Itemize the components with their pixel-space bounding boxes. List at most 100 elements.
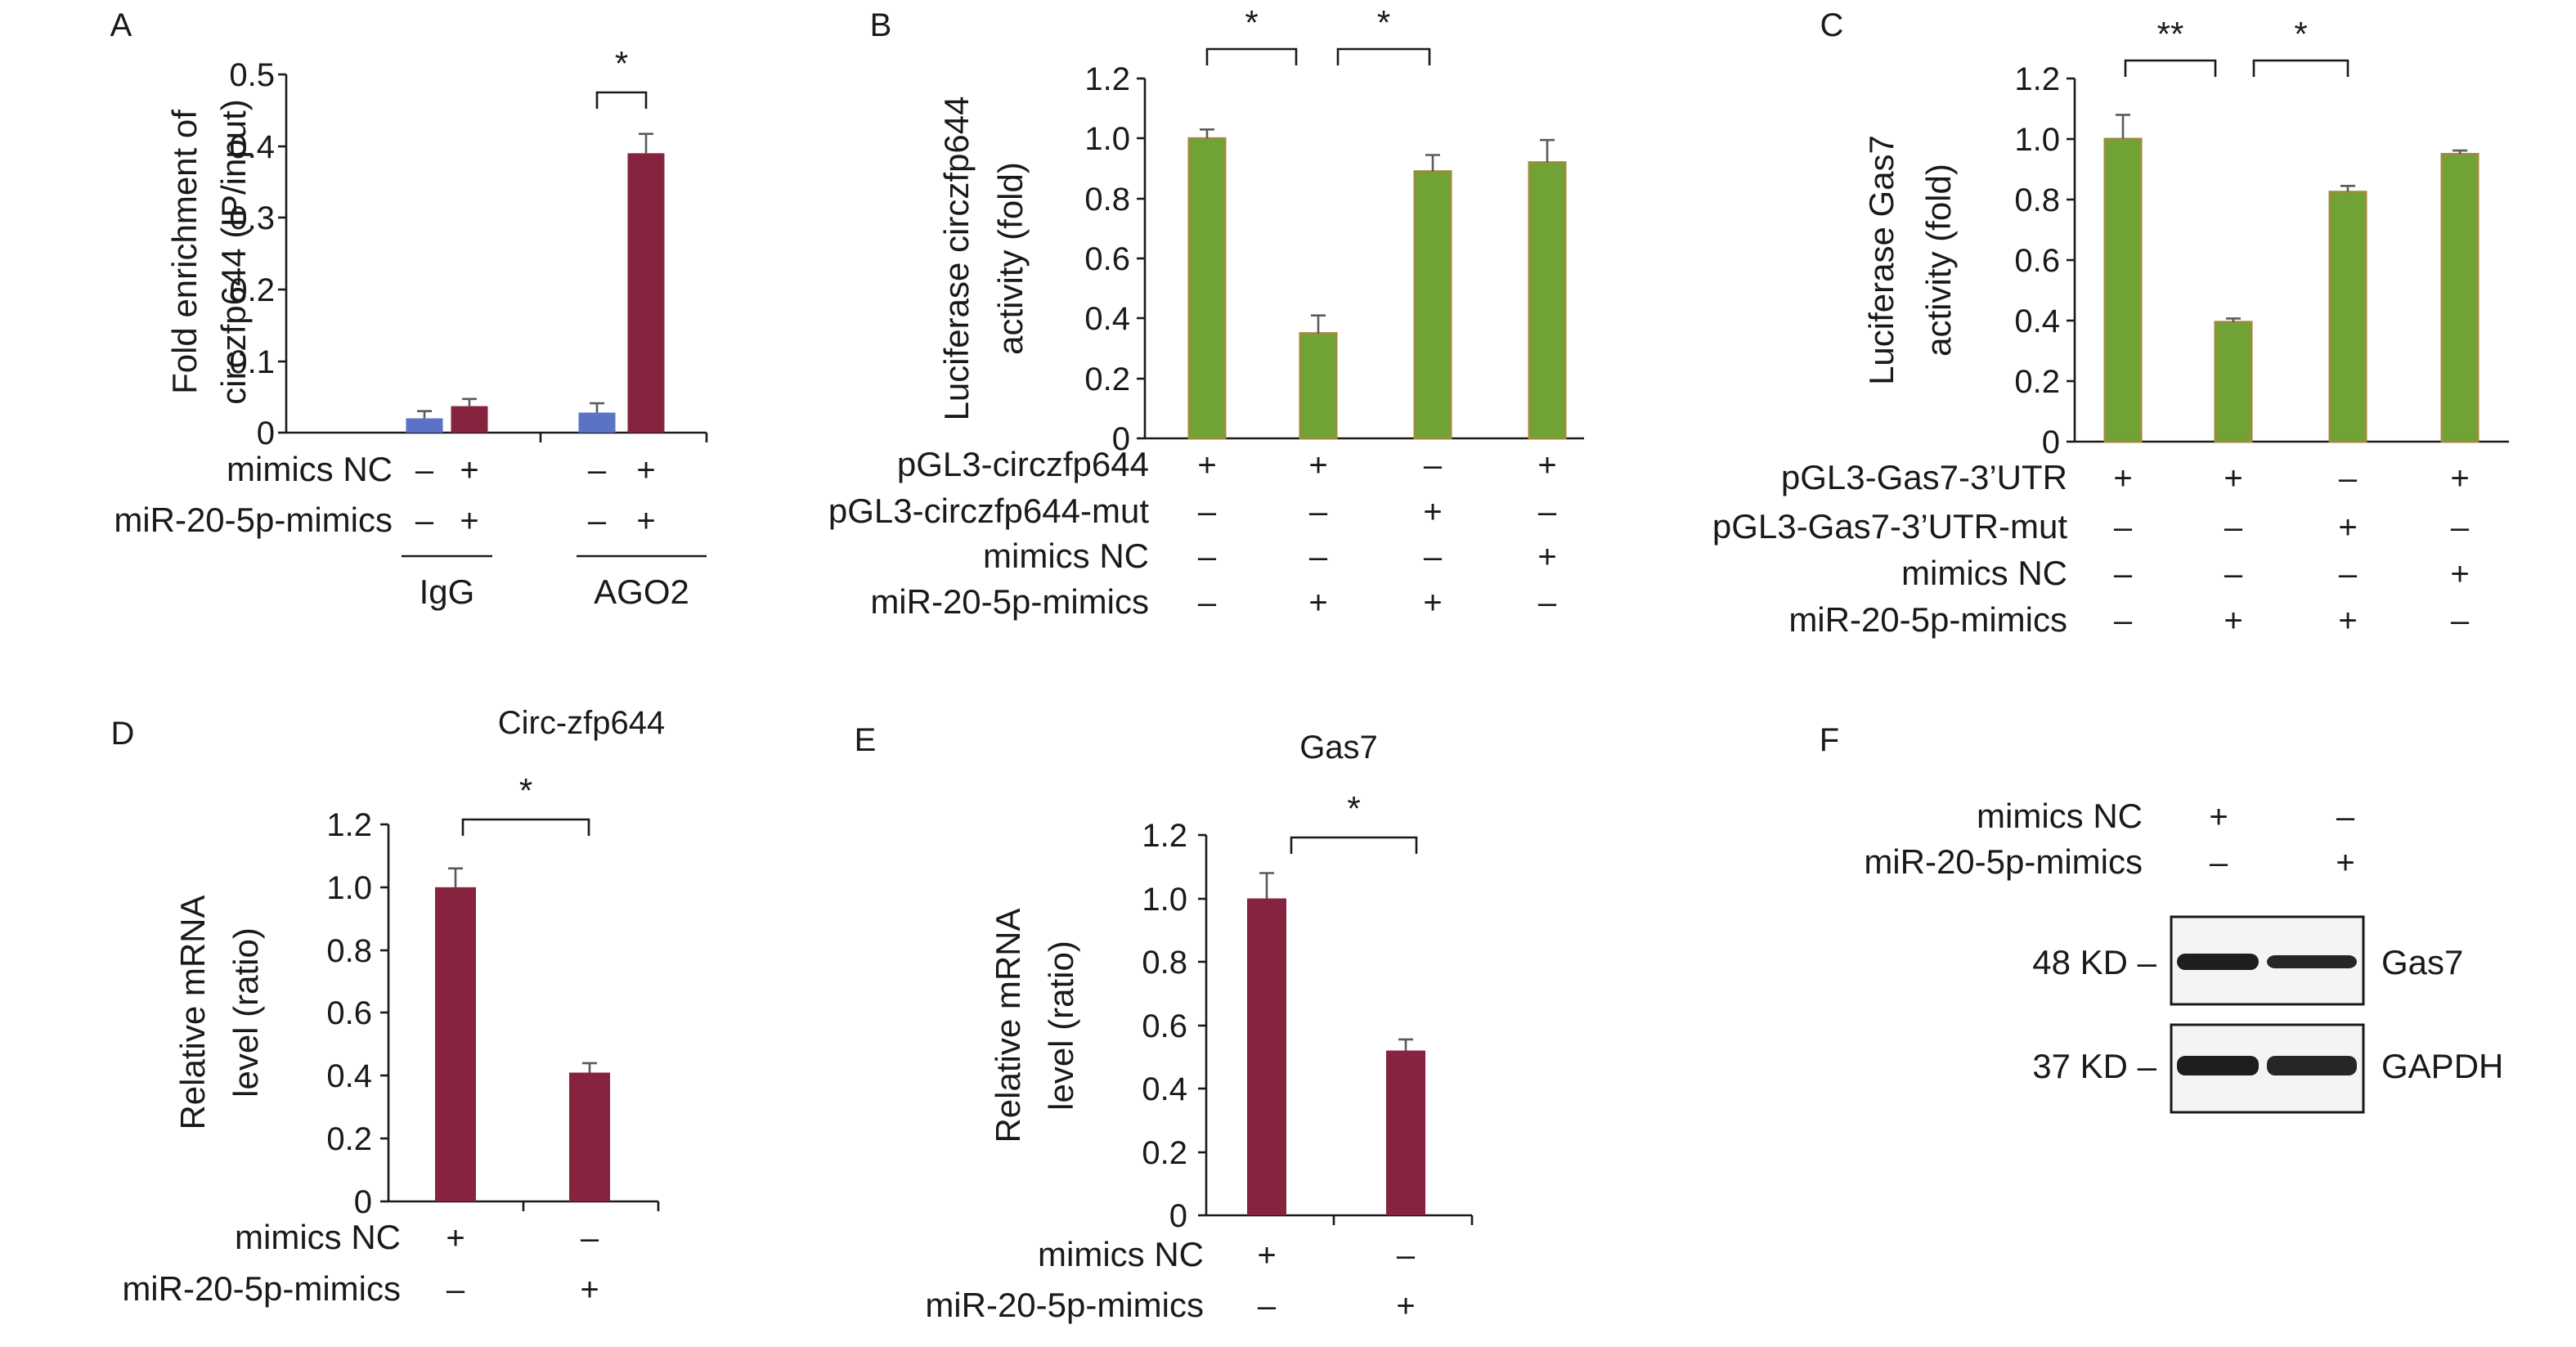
panel-letter: C (1820, 7, 1844, 43)
bar (627, 153, 665, 433)
y-axis-label: Relative mRNA (173, 895, 212, 1129)
y-tick-label: 0.6 (1142, 1008, 1187, 1044)
panel-c: C Luciferase Gas7 activity (fold) 0 0.2 0.4 0.… (1712, 7, 2509, 639)
condition-sign: + (2224, 460, 2242, 496)
condition-sign: – (1258, 1288, 1277, 1324)
y-axis-label: activity (fold) (991, 162, 1030, 355)
y-axis-label: Luciferase Gas7 (1862, 135, 1901, 385)
condition-sign: + (2113, 460, 2132, 496)
bar (2214, 321, 2253, 443)
y-tick-label: 0.1 (229, 344, 275, 380)
condition-sign: – (2224, 510, 2243, 546)
significance-marker: * (1245, 3, 1258, 42)
y-tick-label: 1.2 (326, 807, 372, 843)
condition-sign: – (1538, 585, 1557, 621)
y-axis-label: circzfp644 (IP/input) (214, 99, 253, 405)
y-axis-label: level (ratio) (1042, 941, 1080, 1111)
condition-sign: – (1424, 539, 1443, 575)
protein-band (2267, 1056, 2357, 1075)
y-tick-label: 0.2 (326, 1121, 372, 1157)
protein-label: Gas7 (2381, 943, 2463, 981)
condition-sign: + (1423, 585, 1442, 621)
molecular-weight-marker: 48 KD – (2032, 943, 2156, 981)
significance-bracket (1205, 47, 1298, 65)
y-tick-label: 0.5 (229, 57, 275, 93)
condition-label: miR-20-5p-mimics (1788, 600, 2067, 639)
y-tick-label: 1.0 (1084, 121, 1130, 157)
condition-sign: + (2450, 460, 2469, 496)
condition-sign: + (2450, 556, 2469, 592)
y-axis-label: Luciferase circzfp644 (937, 97, 976, 421)
condition-sign: – (2114, 556, 2133, 592)
condition-sign: + (1396, 1288, 1415, 1324)
group-label: AGO2 (594, 572, 689, 611)
condition-label: miR-20-5p-mimics (114, 501, 393, 539)
protein-band (2177, 954, 2259, 970)
molecular-weight-marker: 37 KD – (2032, 1047, 2156, 1085)
bar (1247, 898, 1286, 1215)
significance-bracket (1336, 47, 1431, 65)
condition-sign: + (1537, 539, 1556, 575)
condition-sign: + (446, 1220, 464, 1256)
y-tick-label: 0.6 (326, 995, 372, 1031)
condition-sign: – (1309, 494, 1328, 530)
significance-marker: * (1347, 789, 1360, 828)
condition-sign: + (2224, 603, 2242, 639)
bar (1413, 170, 1452, 440)
significance-bracket (595, 91, 648, 109)
y-tick-label: 0.3 (229, 200, 275, 236)
protein-band (2267, 955, 2357, 968)
bar (451, 406, 488, 433)
panel-a: A Fold enrichment of circzfp644 (IP/input)… (110, 7, 708, 611)
group-label: IgG (420, 572, 475, 611)
condition-sign: – (2210, 845, 2228, 881)
bar (2103, 137, 2143, 443)
panel-letter: D (111, 716, 135, 752)
condition-label: mimics NC (1038, 1235, 1204, 1273)
y-axis-label: activity (fold) (1919, 164, 1958, 357)
panel-d: D Circ-zfp644 Relative mRNA level (ratio) 0 0… (111, 705, 666, 1308)
panel-letter: B (870, 7, 892, 43)
condition-sign: – (2339, 556, 2358, 592)
y-tick-label: 0.4 (2014, 303, 2060, 339)
condition-label: mimics NC (1901, 554, 2067, 592)
condition-sign: – (588, 452, 607, 488)
y-axis-label: level (ratio) (227, 927, 265, 1098)
condition-sign: – (1198, 539, 1217, 575)
significance-marker: * (615, 44, 628, 83)
condition-sign: – (2451, 603, 2470, 639)
condition-sign: + (1537, 447, 1556, 483)
condition-sign: – (415, 503, 434, 539)
condition-label: mimics NC (1977, 797, 2143, 835)
y-tick-label: 0.8 (1142, 945, 1187, 981)
y-tick-label: 1.2 (2014, 61, 2060, 97)
y-tick-label: 0.2 (229, 272, 275, 308)
panel-letter: F (1820, 722, 1839, 758)
panel-letter: E (855, 722, 877, 758)
condition-sign: + (1308, 447, 1327, 483)
bar (406, 418, 443, 433)
y-tick-label: 0.2 (1084, 361, 1130, 397)
condition-label: pGL3-Gas7-3’UTR-mut (1712, 507, 2067, 546)
bar (2440, 153, 2480, 443)
condition-sign: – (2224, 556, 2243, 592)
y-tick-label: 0.6 (2014, 243, 2060, 279)
panel-letter: A (110, 7, 132, 43)
significance-marker: * (519, 771, 532, 810)
condition-sign: – (447, 1272, 465, 1308)
significance-bracket (2252, 59, 2349, 77)
y-tick-label: 0 (2042, 424, 2060, 460)
condition-sign: + (580, 1272, 599, 1308)
y-tick-label: 0.6 (1084, 241, 1130, 277)
panel-title: Circ-zfp644 (498, 705, 666, 741)
bar (578, 412, 616, 433)
bar (1187, 137, 1227, 440)
y-tick-label: 0.4 (326, 1058, 372, 1094)
y-axis-label: Fold enrichment of (165, 110, 204, 394)
protein-band (2177, 1056, 2259, 1075)
condition-sign: – (2114, 510, 2133, 546)
bar (435, 887, 476, 1201)
y-tick-label: 0.8 (326, 933, 372, 969)
y-tick-label: 0.4 (1084, 301, 1130, 337)
